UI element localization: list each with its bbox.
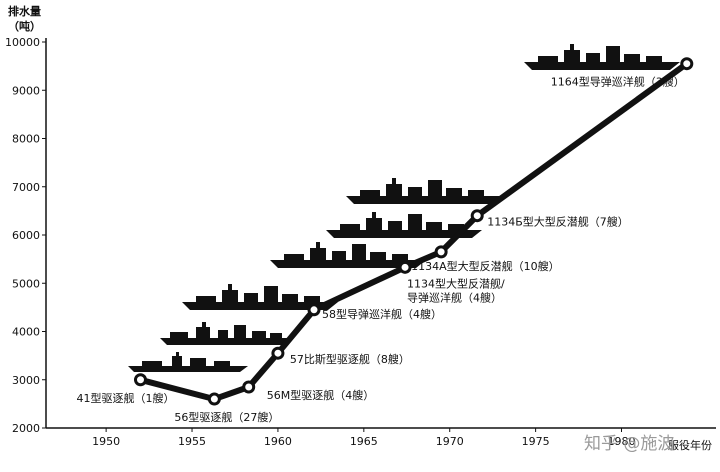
y-tick-label: 7000 (12, 181, 40, 194)
data-point (434, 245, 448, 259)
x-axis-label: 服役年份 (668, 438, 712, 452)
data-point (398, 260, 412, 274)
data-point (680, 57, 694, 71)
point-label: 58型导弹巡洋舰（4艘） (322, 307, 442, 321)
x-tick-label: 1950 (92, 435, 120, 448)
y-tick-label: 6000 (12, 229, 40, 242)
point-labels: 41型驱逐舰（1艘）56型驱逐舰（27艘） 56M型驱逐舰（4艘） 57比斯型驱逐舰… (76, 75, 684, 424)
y-axis-label-line-1: 排水量 (8, 4, 41, 18)
y-tick-label: 4000 (12, 326, 40, 339)
y-axis-label-line-2: （吨） (8, 19, 41, 33)
data-point (271, 346, 285, 360)
data-point (242, 380, 256, 394)
data-point (307, 303, 321, 317)
ship-silhouette-41 (128, 352, 248, 372)
x-tick-label: 1965 (350, 435, 378, 448)
point-label: 56M型驱逐舰（4艘） (267, 388, 375, 402)
point-label: 1134Б型大型反潜舰（7艘） (487, 215, 629, 229)
point-label: 56型驱逐舰（27艘） (174, 410, 279, 424)
axes: 2000 3000 4000 5000 6000 7000 8000 9000 10000 195… (5, 36, 716, 448)
data-point (133, 373, 147, 387)
x-tick-label: 1980 (608, 435, 636, 448)
y-tick-label: 8000 (12, 133, 40, 146)
ship-silhouette-1134a (346, 178, 502, 204)
data-point (470, 209, 484, 223)
y-tick-label: 9000 (12, 84, 40, 97)
point-label: 1134A型大型反潜舰（10艘） (411, 259, 560, 273)
y-tick-label: 3000 (12, 374, 40, 387)
point-label: 41型驱逐舰（1艘） (76, 391, 174, 405)
x-tick-label: 1975 (522, 435, 550, 448)
x-tick-label: 1960 (264, 435, 292, 448)
x-tick-label: 1970 (436, 435, 464, 448)
x-tick-label: 1955 (178, 435, 206, 448)
ship-silhouette-56 (160, 322, 294, 345)
point-label: 57比斯型驱逐舰（8艘） (290, 352, 410, 366)
data-point (207, 392, 221, 406)
watermark: 知乎 @施波 (584, 434, 674, 454)
point-label: 1134型大型反潜舰/导弹巡洋舰（4艘） (407, 276, 505, 304)
y-tick-label: 2000 (12, 422, 40, 435)
ship-silhouette-1164 (524, 44, 680, 70)
y-tick-label: 10000 (5, 36, 40, 49)
ship-silhouettes (128, 44, 680, 372)
point-label: 1164型导弹巡洋舰（3艘） (551, 75, 685, 89)
series-line (133, 57, 694, 406)
y-tick-label: 5000 (12, 277, 40, 290)
